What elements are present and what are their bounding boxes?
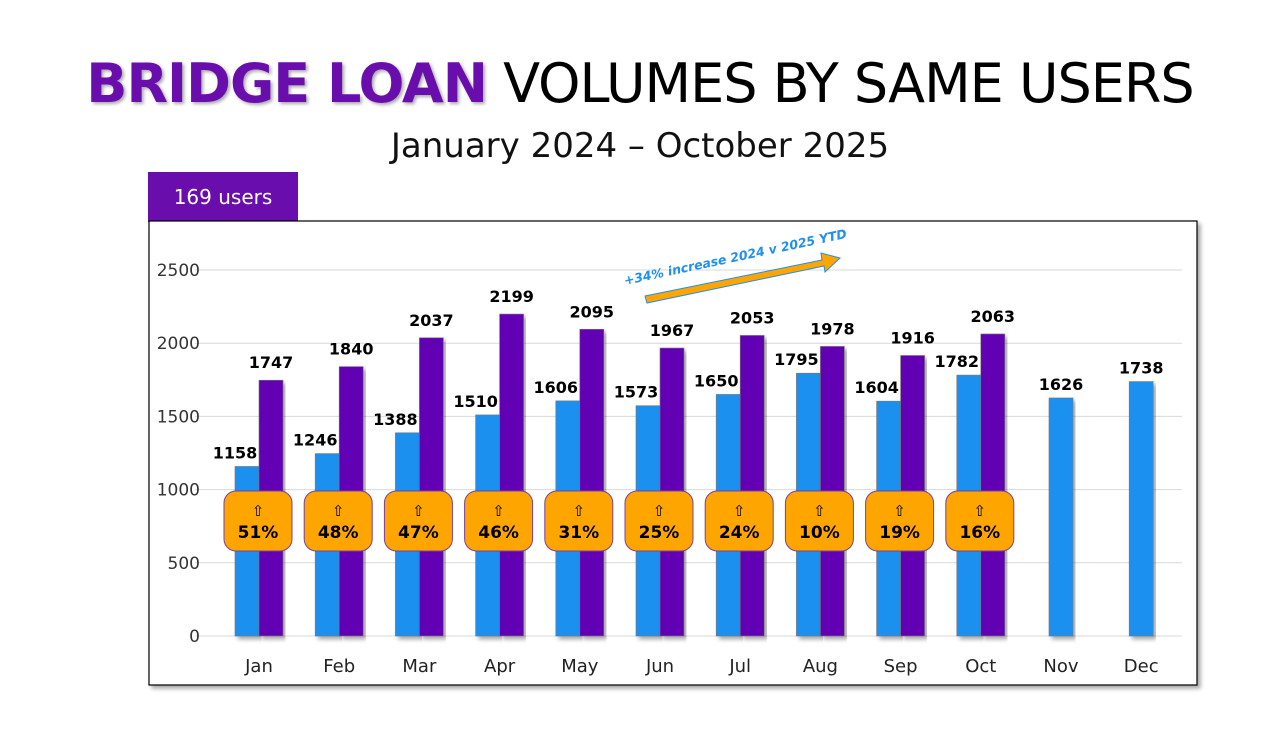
growth-badge xyxy=(704,490,774,552)
y-tick-label: 1500 xyxy=(157,407,200,427)
bar-2025 xyxy=(419,337,444,637)
x-tick-label: Mar xyxy=(402,656,437,677)
data-label-2025: 1840 xyxy=(329,340,374,359)
bar-2025 xyxy=(579,328,605,637)
data-label-2024: 1626 xyxy=(1039,375,1084,394)
x-tick-label: Jul xyxy=(728,656,751,677)
y-tick-label: 2000 xyxy=(157,334,200,354)
x-tick-label: Nov xyxy=(1043,656,1078,677)
data-label-2024: 1510 xyxy=(453,392,498,411)
data-label-2025: 1747 xyxy=(249,353,294,372)
data-label-2025: 2095 xyxy=(570,302,615,321)
data-label-2024: 1795 xyxy=(774,350,819,369)
subtitle: January 2024 – October 2025 xyxy=(390,126,890,166)
up-arrow-icon: ⇧ xyxy=(332,502,345,520)
growth-badge xyxy=(544,490,614,552)
title-highlight: BRIDGE LOAN xyxy=(86,52,488,115)
x-tick-label: Apr xyxy=(484,656,516,677)
data-label-2025: 1978 xyxy=(810,319,855,338)
growth-badge xyxy=(945,490,1015,552)
x-tick-label: Feb xyxy=(323,656,355,677)
x-tick-label: Jan xyxy=(244,656,273,677)
x-tick-label: Oct xyxy=(965,656,996,677)
data-label-2024: 1650 xyxy=(694,371,739,390)
data-label-2025: 2037 xyxy=(409,311,454,330)
growth-label: 31% xyxy=(558,523,599,543)
growth-label: 51% xyxy=(238,523,279,543)
bar-2025 xyxy=(499,313,524,637)
x-tick-label: Aug xyxy=(803,656,838,677)
y-tick-label: 2500 xyxy=(157,261,200,281)
growth-badge xyxy=(464,490,534,552)
x-tick-label: Jun xyxy=(645,656,674,677)
growth-label: 10% xyxy=(799,523,840,543)
up-arrow-icon: ⇧ xyxy=(653,502,666,520)
up-arrow-icon: ⇧ xyxy=(893,502,906,520)
data-label-2025: 2199 xyxy=(489,287,534,306)
data-label-2025: 1967 xyxy=(650,321,695,340)
x-tick-label: Sep xyxy=(884,656,918,677)
bar-2025 xyxy=(980,333,1006,637)
data-label-2024: 1738 xyxy=(1119,359,1164,378)
data-label-2024: 1604 xyxy=(854,378,899,397)
growth-badge xyxy=(303,490,373,552)
data-label-2024: 1246 xyxy=(293,431,338,450)
growth-badge xyxy=(223,490,293,552)
bar-2025 xyxy=(739,335,765,637)
up-arrow-icon: ⇧ xyxy=(492,502,505,520)
growth-badge xyxy=(383,490,453,552)
up-arrow-icon: ⇧ xyxy=(573,502,586,520)
growth-badge xyxy=(784,490,854,552)
growth-label: 25% xyxy=(639,523,680,543)
page-title: BRIDGE LOAN VOLUMES BY SAME USERS xyxy=(0,52,1280,115)
title-rest: VOLUMES BY SAME USERS xyxy=(503,52,1195,115)
growth-badge xyxy=(865,490,935,552)
data-label-2025: 2053 xyxy=(730,308,775,327)
growth-label: 24% xyxy=(719,523,760,543)
growth-label: 19% xyxy=(879,523,920,543)
up-arrow-icon: ⇧ xyxy=(974,502,987,520)
growth-badge xyxy=(624,490,694,552)
data-label-2024: 1158 xyxy=(213,443,258,462)
bar-2024 xyxy=(1048,397,1074,637)
bar-2024 xyxy=(1128,381,1154,637)
y-tick-label: 500 xyxy=(168,554,200,574)
data-label-2025: 2063 xyxy=(971,307,1016,326)
y-tick-label: 1000 xyxy=(157,481,200,501)
growth-label: 48% xyxy=(318,523,359,543)
data-label-2025: 1916 xyxy=(890,328,935,347)
growth-label: 47% xyxy=(398,523,439,543)
data-label-2024: 1573 xyxy=(614,383,659,402)
x-tick-label: May xyxy=(561,656,599,677)
up-arrow-icon: ⇧ xyxy=(252,502,265,520)
growth-label: 46% xyxy=(478,523,519,543)
users-badge: 169 users xyxy=(148,172,298,222)
data-label-2024: 1388 xyxy=(373,410,418,429)
data-label-2024: 1606 xyxy=(534,378,579,397)
up-arrow-icon: ⇧ xyxy=(733,502,746,520)
growth-label: 16% xyxy=(959,523,1000,543)
up-arrow-icon: ⇧ xyxy=(412,502,425,520)
up-arrow-icon: ⇧ xyxy=(813,502,826,520)
y-tick-label: 0 xyxy=(189,627,200,647)
x-tick-label: Dec xyxy=(1124,656,1159,677)
data-label-2024: 1782 xyxy=(935,352,980,371)
